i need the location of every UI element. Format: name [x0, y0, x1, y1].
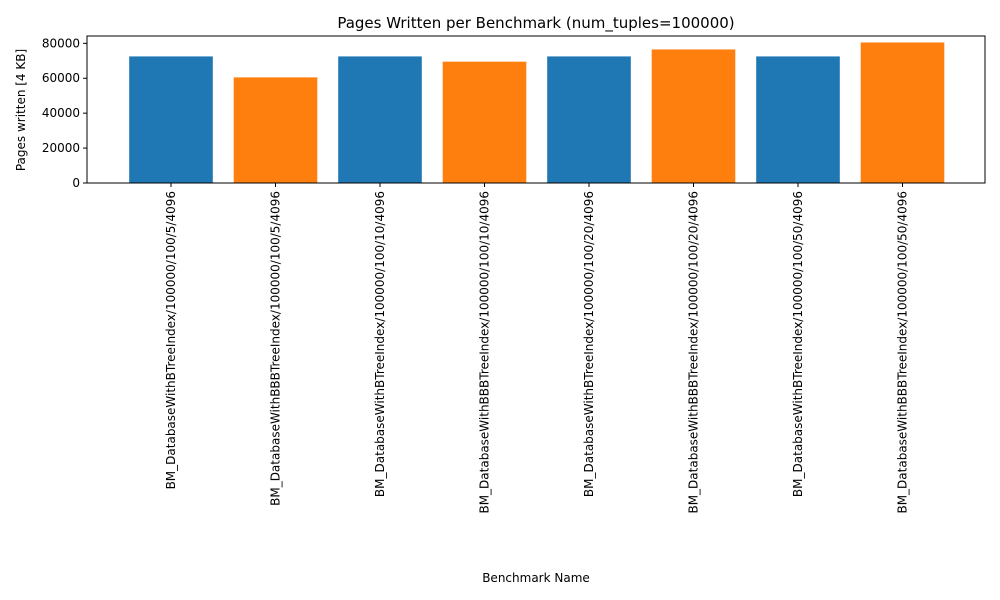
- bar: [338, 56, 422, 184]
- plot-frame: [86, 35, 986, 184]
- x-tick-label: BM_DatabaseWithBTreeIndex/100000/100/20/…: [582, 191, 596, 497]
- y-tick-label: 40000: [42, 106, 80, 120]
- x-tick-label: BM_DatabaseWithBBBTreeIndex/100000/100/2…: [687, 191, 701, 514]
- bar: [129, 56, 213, 184]
- y-tick-label: 80000: [42, 36, 80, 50]
- bar: [860, 42, 945, 183]
- x-axis-label: Benchmark Name: [482, 571, 590, 585]
- y-axis-ticks: 0 20000 40000 60000 80000: [42, 36, 87, 190]
- x-tick-label: BM_DatabaseWithBTreeIndex/100000/100/50/…: [791, 191, 805, 497]
- y-tick-label: 60000: [42, 71, 80, 85]
- x-tick-label: BM_DatabaseWithBBBTreeIndex/100000/100/5…: [896, 191, 910, 514]
- y-tick-label: 0: [72, 176, 80, 190]
- x-tick-label: BM_DatabaseWithBBBTreeIndex/100000/100/5…: [269, 191, 283, 506]
- bars-group: [129, 42, 945, 184]
- bar: [756, 56, 840, 184]
- x-axis-ticks: BM_DatabaseWithBTreeIndex/100000/100/5/4…: [164, 183, 910, 514]
- x-tick-label: BM_DatabaseWithBTreeIndex/100000/100/5/4…: [164, 191, 178, 489]
- bar: [442, 61, 527, 183]
- chart-title: Pages Written per Benchmark (num_tuples=…: [337, 14, 734, 33]
- x-tick-label: BM_DatabaseWithBBBTreeIndex/100000/100/1…: [478, 191, 492, 514]
- bar: [547, 56, 631, 184]
- y-axis-label: Pages written [4 KB]: [14, 49, 28, 171]
- bar: [651, 49, 736, 183]
- x-tick-label: BM_DatabaseWithBTreeIndex/100000/100/10/…: [373, 191, 387, 497]
- y-tick-label: 20000: [42, 141, 80, 155]
- bar: [233, 77, 318, 183]
